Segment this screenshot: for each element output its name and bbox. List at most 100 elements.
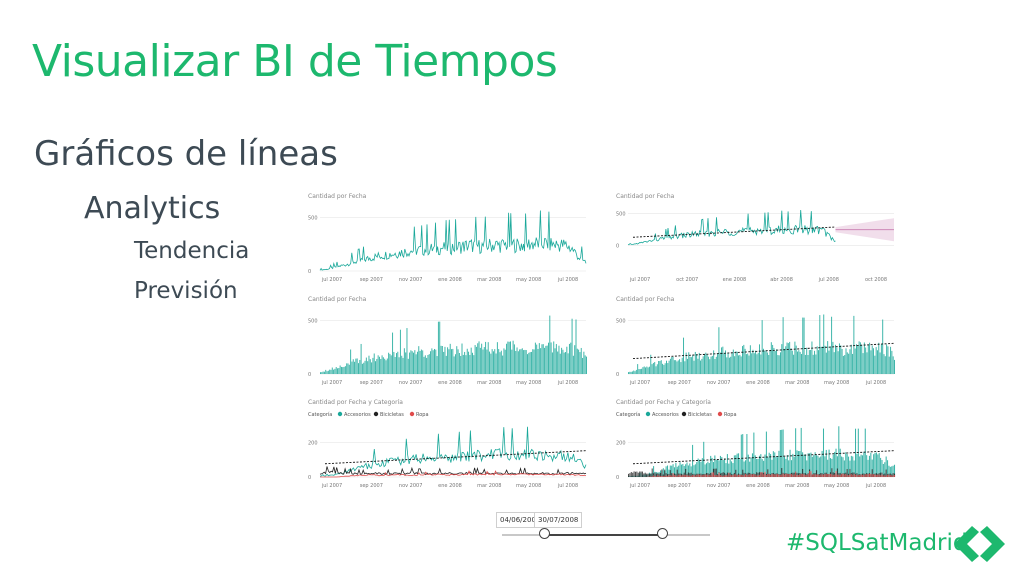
- slider-start-handle[interactable]: [538, 528, 550, 539]
- bar: [578, 349, 580, 374]
- bar: [382, 357, 384, 374]
- bar: [443, 351, 445, 374]
- bar: [680, 475, 682, 477]
- bar: [853, 460, 855, 477]
- brackets-logo-icon: [950, 522, 1012, 566]
- bar: [758, 455, 760, 477]
- bar: [891, 475, 893, 477]
- bar: [638, 369, 640, 374]
- bar: [858, 341, 860, 374]
- legend-swatch: [717, 411, 723, 417]
- bar: [804, 354, 806, 374]
- end-date-box[interactable]: 30/07/2008: [534, 512, 583, 528]
- bar: [739, 354, 741, 374]
- bar: [686, 358, 688, 374]
- bar: [822, 474, 825, 477]
- bar: [888, 465, 890, 477]
- start-date-box[interactable]: 04/06/2007: [496, 512, 545, 528]
- bar: [466, 348, 468, 374]
- bar: [533, 349, 535, 374]
- bar: [342, 367, 344, 374]
- slider-end-handle[interactable]: [657, 528, 669, 539]
- bar: [836, 347, 838, 374]
- bar: [820, 456, 822, 477]
- bar: [704, 354, 705, 374]
- trend-line: [632, 342, 895, 360]
- bar: [749, 345, 751, 374]
- bar: [511, 349, 513, 374]
- bar: [765, 475, 767, 477]
- bar: [648, 473, 650, 477]
- bar: [653, 473, 655, 477]
- chart-line-trend-forecast[interactable]: Cantidad por Fecha 500 0 jul 2007 oct 2007 en…: [614, 191, 898, 287]
- bar: [823, 314, 825, 374]
- bar: [856, 344, 857, 374]
- bar: [814, 452, 816, 477]
- bar: [750, 457, 752, 477]
- chart-line-categoria[interactable]: Cantidad por Fecha y Categoría Categoría A…: [306, 397, 590, 493]
- bar: [783, 456, 786, 477]
- bar: [781, 468, 783, 477]
- bar: [672, 464, 674, 477]
- bar: [795, 428, 797, 477]
- bar: [671, 473, 673, 477]
- x-tick-label: jul 2007: [321, 380, 342, 386]
- bar: [756, 472, 758, 477]
- bar: [350, 349, 352, 374]
- bar: [877, 454, 879, 477]
- chart-bar-categoria[interactable]: Cantidad por Fecha y Categoría Categoría A…: [614, 397, 898, 493]
- bar: [852, 456, 854, 477]
- bar: [735, 469, 737, 477]
- bar: [811, 474, 813, 477]
- bar: [397, 351, 399, 374]
- bar: [700, 475, 702, 477]
- bar: [416, 351, 418, 374]
- bar: [639, 369, 641, 374]
- bar: [711, 472, 713, 477]
- bar: [863, 342, 865, 374]
- bar: [693, 475, 695, 477]
- chart-bar-trend[interactable]: Cantidad por Fecha 500 0 jul 2007 sep 2007 no…: [614, 294, 898, 390]
- bar: [364, 360, 366, 374]
- bar: [777, 457, 779, 477]
- bar: [848, 456, 850, 477]
- bar: [867, 459, 869, 477]
- bar: [542, 344, 544, 374]
- date-range-slider[interactable]: 04/06/2007 30/07/2008: [496, 512, 716, 548]
- bar: [788, 460, 790, 477]
- bar: [657, 474, 659, 477]
- bar: [494, 349, 496, 374]
- bar: [563, 352, 565, 374]
- bar: [827, 459, 829, 477]
- bar: [767, 457, 769, 477]
- bar: [354, 361, 356, 374]
- x-tick-label: sep 2007: [360, 380, 383, 386]
- bar: [704, 474, 706, 477]
- bar: [816, 346, 818, 374]
- bar: [320, 372, 321, 374]
- bar: [545, 345, 547, 374]
- bar: [743, 461, 745, 477]
- bar: [892, 475, 894, 477]
- bar: [586, 356, 587, 374]
- bar: [504, 349, 506, 374]
- bar: [373, 353, 375, 374]
- bar: [832, 454, 834, 477]
- x-tick-label: nov 2007: [707, 380, 731, 386]
- bar: [839, 448, 841, 477]
- chart-svg: Cantidad por Fecha 500 0 jul 2007 sep 2007 no…: [308, 296, 587, 386]
- bar: [804, 454, 806, 477]
- bar: [760, 454, 762, 477]
- bar: [889, 474, 891, 477]
- bar: [766, 352, 768, 374]
- bar: [821, 474, 823, 477]
- bar: [827, 473, 829, 477]
- bar: [688, 352, 690, 374]
- chart-bar-cantidad[interactable]: Cantidad por Fecha 500 0 jul 2007 sep 2007 no…: [306, 294, 590, 390]
- chart-line-cantidad[interactable]: Cantidad por Fecha 500 0 jul 2007 sep 2007 no…: [306, 191, 590, 287]
- bar: [676, 361, 678, 374]
- bar: [739, 474, 741, 477]
- bar: [790, 348, 792, 374]
- bar: [427, 354, 429, 374]
- bar: [732, 475, 734, 477]
